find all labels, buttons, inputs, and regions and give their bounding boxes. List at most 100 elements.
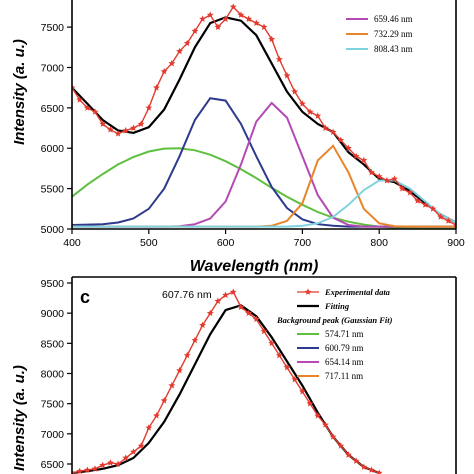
panel-1-experimental-point — [99, 120, 107, 127]
panel-2-experimental-point — [268, 339, 276, 347]
panel-1-y-tick-label: 5000 — [41, 224, 65, 236]
panel-1-experimental-point — [360, 156, 368, 164]
panel-1-legend-label: 808.43 nm — [374, 44, 413, 54]
panel-1-experimental-point — [222, 15, 229, 22]
panel-top-x-ticks: 400 500 600 700 800 900 — [63, 229, 465, 249]
panel-1-y-tick-label: 7500 — [41, 22, 65, 34]
panel-1-experimental-point — [153, 84, 160, 91]
panel-top-chart: 400 500 600 700 800 900 5000 5500 6000 6500 7000 7… — [11, 0, 465, 275]
panel-1-experimental-point — [452, 221, 456, 228]
panel-1-experimental-point — [145, 104, 153, 111]
panel-1-experimental-point — [368, 168, 375, 176]
panel-2-y-tick-label: 7500 — [41, 399, 65, 411]
panel-1-x-tick-label: 900 — [447, 237, 465, 249]
panel-2-legend-label: 654.14 nm — [325, 357, 364, 367]
panel-1-x-tick-label: 500 — [140, 237, 158, 249]
panel-2-experimental-point — [191, 336, 199, 344]
panel-1-experimental-point — [245, 15, 253, 22]
panel-2-experimental-point — [352, 457, 360, 464]
panel-2-experimental-point — [83, 466, 91, 473]
panel-1-x-tick-label: 400 — [63, 237, 81, 249]
panel-1-experimental-point — [114, 130, 122, 137]
panel-top-x-axis-label: Wavelength (nm) — [190, 258, 319, 275]
panel-2-experimental-point — [99, 461, 107, 469]
panel-2-experimental-point — [176, 366, 183, 374]
panel-1-experimental-point — [306, 108, 314, 115]
panel-top-y-axis-label: Intensity (a. u.) — [11, 39, 28, 145]
panel-2-experimental-point — [314, 412, 322, 419]
panel-2-legend-label: Fitting — [324, 301, 350, 311]
panel-1-series-fitting — [72, 16, 456, 224]
panel-1-experimental-point — [199, 15, 206, 22]
panel-1-series-component-2 — [72, 97, 456, 228]
panel-2-legend-label: Background peak (Gaussian Fit) — [276, 315, 393, 325]
panel-2-experimental-point — [222, 291, 229, 298]
panel-2-experimental-point — [375, 469, 383, 474]
panel-1-experimental-point — [160, 67, 168, 75]
panel-2-y-tick-label: 9500 — [41, 278, 65, 290]
panel-1-x-tick-label: 700 — [294, 237, 312, 249]
panel-1-experimental-point — [122, 126, 130, 134]
panel-c-label: c — [80, 287, 90, 307]
panel-1-x-tick-label: 600 — [217, 237, 235, 249]
panel-1-experimental-point — [437, 213, 445, 220]
panel-2-experimental-point — [199, 321, 206, 329]
panel-1-experimental-point — [391, 175, 398, 182]
panel-2-legend-label: Experimental data — [324, 287, 391, 297]
panel-1-experimental-point — [191, 27, 199, 35]
panel-1-experimental-point — [237, 11, 245, 18]
panel-top-y-ticks: 5000 5500 6000 6500 7000 7500 — [41, 22, 72, 236]
panel-1-legend-label: 659.46 nm — [374, 14, 413, 24]
panel-c-plot-area — [72, 288, 383, 474]
panel-2-experimental-point — [91, 465, 99, 472]
panel-2-experimental-point — [76, 467, 84, 474]
panel-1-experimental-point — [130, 124, 137, 131]
panel-1-experimental-point — [398, 185, 406, 192]
panel-2-y-tick-label: 8000 — [41, 368, 65, 380]
panel-c-y-axis-label: Intensity (a. u.) — [11, 365, 28, 471]
panel-2-experimental-point — [368, 466, 375, 473]
panel-2-experimental-point — [260, 327, 268, 335]
panel-top-legend: 659.46 nm 732.29 nm 808.43 nm — [346, 14, 413, 54]
panel-2-experimental-point — [153, 412, 160, 419]
panel-2-experimental-point — [229, 288, 237, 295]
panel-1-experimental-point — [337, 136, 345, 144]
panel-2-legend-star — [304, 288, 312, 295]
panel-1-experimental-point — [107, 126, 114, 133]
panel-1-experimental-point — [176, 47, 183, 55]
panel-1-series-659-46-nm — [72, 101, 456, 228]
panel-1-experimental-point — [206, 11, 214, 18]
panel-2-experimental-point — [360, 463, 368, 470]
panel-2-experimental-point — [122, 454, 130, 461]
panel-1-experimental-point — [444, 217, 452, 224]
panel-2-experimental-point — [329, 433, 337, 440]
panel-1-series-808-43-nm — [72, 179, 456, 228]
panel-2-y-tick-label: 8500 — [41, 338, 65, 350]
panel-2-experimental-point — [322, 421, 329, 428]
panel-1-experimental-point — [214, 23, 222, 30]
panel-1-experimental-point — [383, 176, 391, 184]
panel-1-experimental-point — [91, 108, 99, 115]
panel-2-experimental-point — [160, 397, 168, 404]
panel-1-experimental-point — [345, 144, 352, 152]
panel-2-experimental-point — [168, 382, 176, 389]
panel-1-experimental-point — [137, 120, 145, 127]
panel-1-experimental-point — [375, 172, 383, 180]
panel-2-experimental-point — [214, 297, 222, 304]
panel-2-experimental-point — [291, 375, 299, 383]
panel-1-y-tick-label: 6000 — [41, 143, 65, 155]
panel-2-legend-label: 717.11 nm — [325, 371, 363, 381]
panel-2-experimental-point — [337, 442, 345, 449]
panel-1-experimental-point — [252, 19, 260, 26]
panel-1-experimental-point — [268, 35, 276, 43]
panel-1-experimental-point — [421, 201, 429, 208]
panel-2-legend-label: 574.71 nm — [325, 329, 364, 339]
panel-2-experimental-point — [183, 351, 191, 359]
panel-1-series-component-1 — [72, 147, 456, 229]
panel-2-experimental-point — [237, 303, 245, 310]
panel-2-experimental-point — [345, 451, 352, 458]
panel-2-experimental-point — [130, 448, 137, 455]
panel-2-experimental-point — [137, 442, 145, 449]
panel-2-y-tick-label: 6500 — [41, 459, 65, 471]
